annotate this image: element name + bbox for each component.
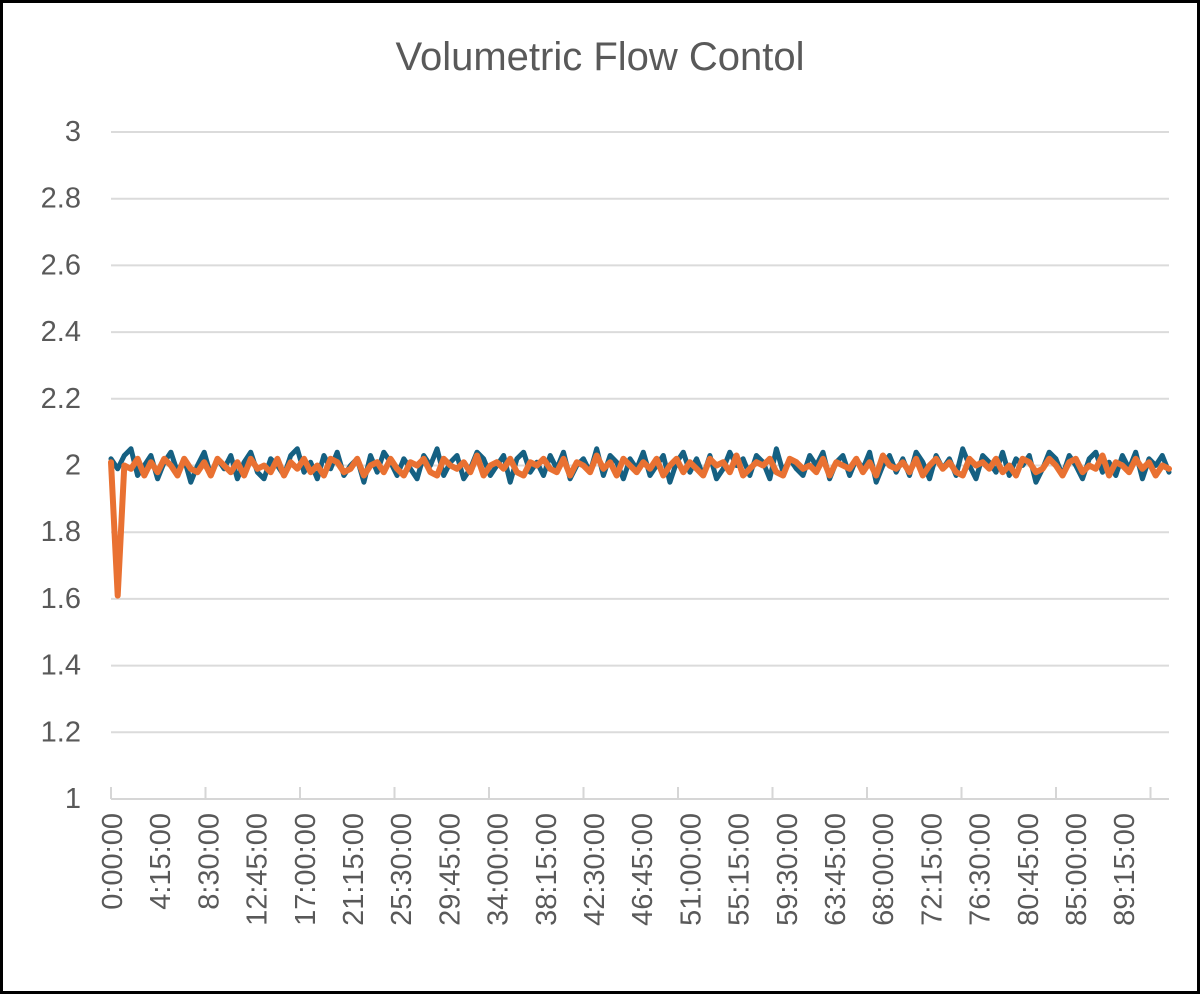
plot-area: 3 2.8 2.6 2.4 2.2 2 1.8 1.6 1.4 1.2 1 0:00:00 4:15:… (41, 116, 1172, 926)
y-axis-labels: 3 2.8 2.6 2.4 2.2 2 1.8 1.6 1.4 1.2 1 (41, 116, 81, 815)
x-tick-label: 17:00:00 (290, 813, 322, 926)
x-tick-label: 59:30:00 (772, 813, 804, 926)
y-tick-label: 3 (65, 116, 81, 148)
x-tick-label: 80:45:00 (1013, 813, 1045, 926)
y-tick-label: 1.6 (41, 583, 81, 615)
x-tick-label: 21:15:00 (338, 813, 370, 926)
y-tick-label: 1.8 (41, 516, 81, 548)
y-tick-label: 1 (65, 783, 81, 815)
x-tick-label: 42:30:00 (579, 813, 611, 926)
x-tick-label: 85:00:00 (1061, 813, 1093, 926)
x-tick-label: 55:15:00 (724, 813, 756, 926)
x-tick-label: 8:30:00 (193, 813, 225, 910)
y-tick-label: 2.8 (41, 183, 81, 215)
gridlines (111, 131, 1169, 734)
y-tick-label: 1.2 (41, 716, 81, 748)
x-tick-label: 29:45:00 (434, 813, 466, 926)
x-tick-label: 25:30:00 (386, 813, 418, 926)
x-tick-label: 4:15:00 (145, 813, 177, 910)
x-tick-label: 76:30:00 (965, 813, 997, 926)
x-tick-label: 34:00:00 (483, 813, 515, 926)
x-tick-label: 63:45:00 (820, 813, 852, 926)
y-tick-label: 2.4 (41, 316, 81, 348)
series-lines (108, 446, 1172, 599)
x-tick-label: 0:00:00 (97, 813, 129, 910)
series-2-orange-line (108, 452, 1172, 599)
y-tick-label: 2 (65, 450, 81, 482)
x-tick-label: 46:45:00 (627, 813, 659, 926)
y-tick-label: 2.6 (41, 249, 81, 281)
x-tick-label: 38:15:00 (531, 813, 563, 926)
x-axis-labels: 0:00:00 4:15:00 8:30:00 12:45:00 17:00:00 21:… (97, 813, 1141, 926)
y-tick-label: 2.2 (41, 383, 81, 415)
x-axis (110, 787, 1169, 800)
x-tick-label: 12:45:00 (242, 813, 274, 926)
y-tick-label: 1.4 (41, 650, 81, 682)
x-tick-label: 72:15:00 (916, 813, 948, 926)
x-tick-label: 68:00:00 (868, 813, 900, 926)
chart-title: Volumetric Flow Contol (395, 35, 805, 79)
x-tick-label: 51:00:00 (675, 813, 707, 926)
x-tick-label: 89:15:00 (1109, 813, 1141, 926)
